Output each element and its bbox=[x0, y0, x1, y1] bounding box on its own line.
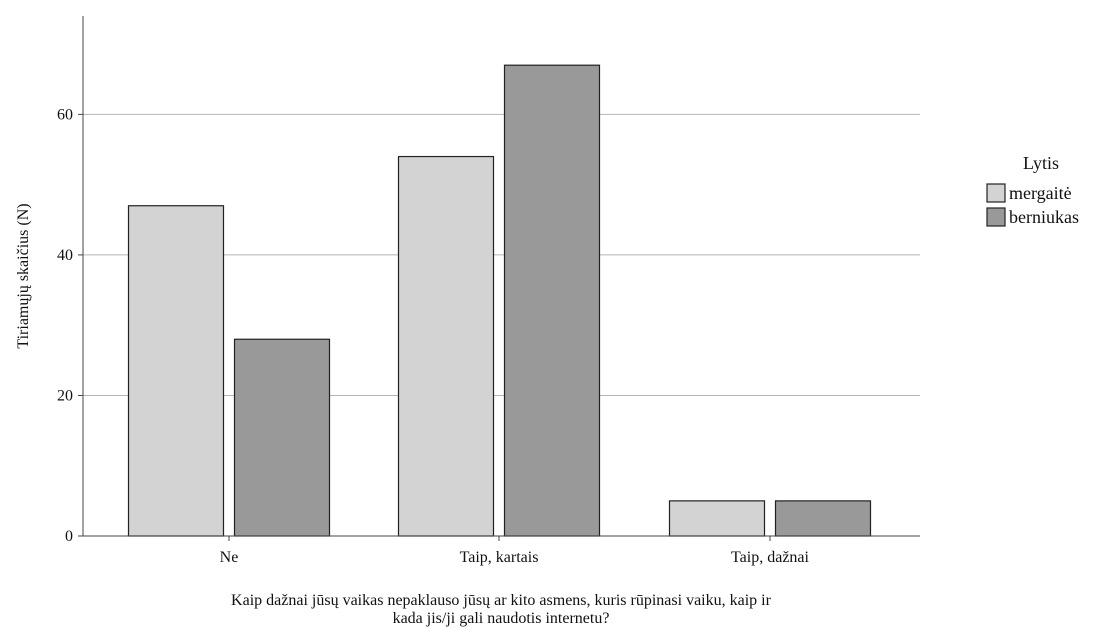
y-tick-label: 20 bbox=[57, 387, 73, 404]
bar-mergaitė-0 bbox=[127, 205, 225, 537]
bar-berniukas-1 bbox=[503, 64, 601, 537]
bar-berniukas-0 bbox=[233, 338, 331, 537]
legend-label-mergaitė: mergaitė bbox=[1009, 183, 1072, 203]
legend-items: mergaitė berniukas bbox=[986, 183, 1079, 227]
legend-swatch-berniukas bbox=[986, 207, 1006, 227]
x-ticks: Ne Taip, kartais Taip, dažnai bbox=[220, 536, 810, 566]
legend-swatch-mergaitė bbox=[986, 183, 1006, 203]
legend-title: Lytis bbox=[1023, 153, 1059, 173]
bar-mergaitė-2 bbox=[668, 500, 766, 537]
y-axis-title: Tiriamųjų skaičius (N) bbox=[15, 203, 32, 348]
bars bbox=[127, 64, 872, 537]
y-tick-label: 0 bbox=[65, 528, 73, 545]
y-ticks: 0 20 40 60 bbox=[57, 106, 83, 545]
x-tick-label: Ne bbox=[220, 549, 239, 566]
axes bbox=[82, 16, 920, 537]
x-tick-label: Taip, dažnai bbox=[731, 549, 810, 566]
x-tick-label: Taip, kartais bbox=[460, 549, 539, 566]
legend-label-berniukas: berniukas bbox=[1009, 207, 1079, 227]
y-tick-label: 40 bbox=[57, 247, 73, 264]
bar-mergaitė-1 bbox=[397, 155, 495, 537]
y-tick-label: 60 bbox=[57, 106, 73, 123]
legend: Lytis mergaitė berniukas bbox=[986, 153, 1079, 227]
x-axis-title-line-1: Kaip dažnai jūsų vaikas nepaklauso jūsų … bbox=[231, 592, 772, 609]
bar-berniukas-2 bbox=[774, 500, 872, 537]
x-axis-title-line-2: kada jis/ji gali naudotis internetu? bbox=[393, 610, 610, 627]
